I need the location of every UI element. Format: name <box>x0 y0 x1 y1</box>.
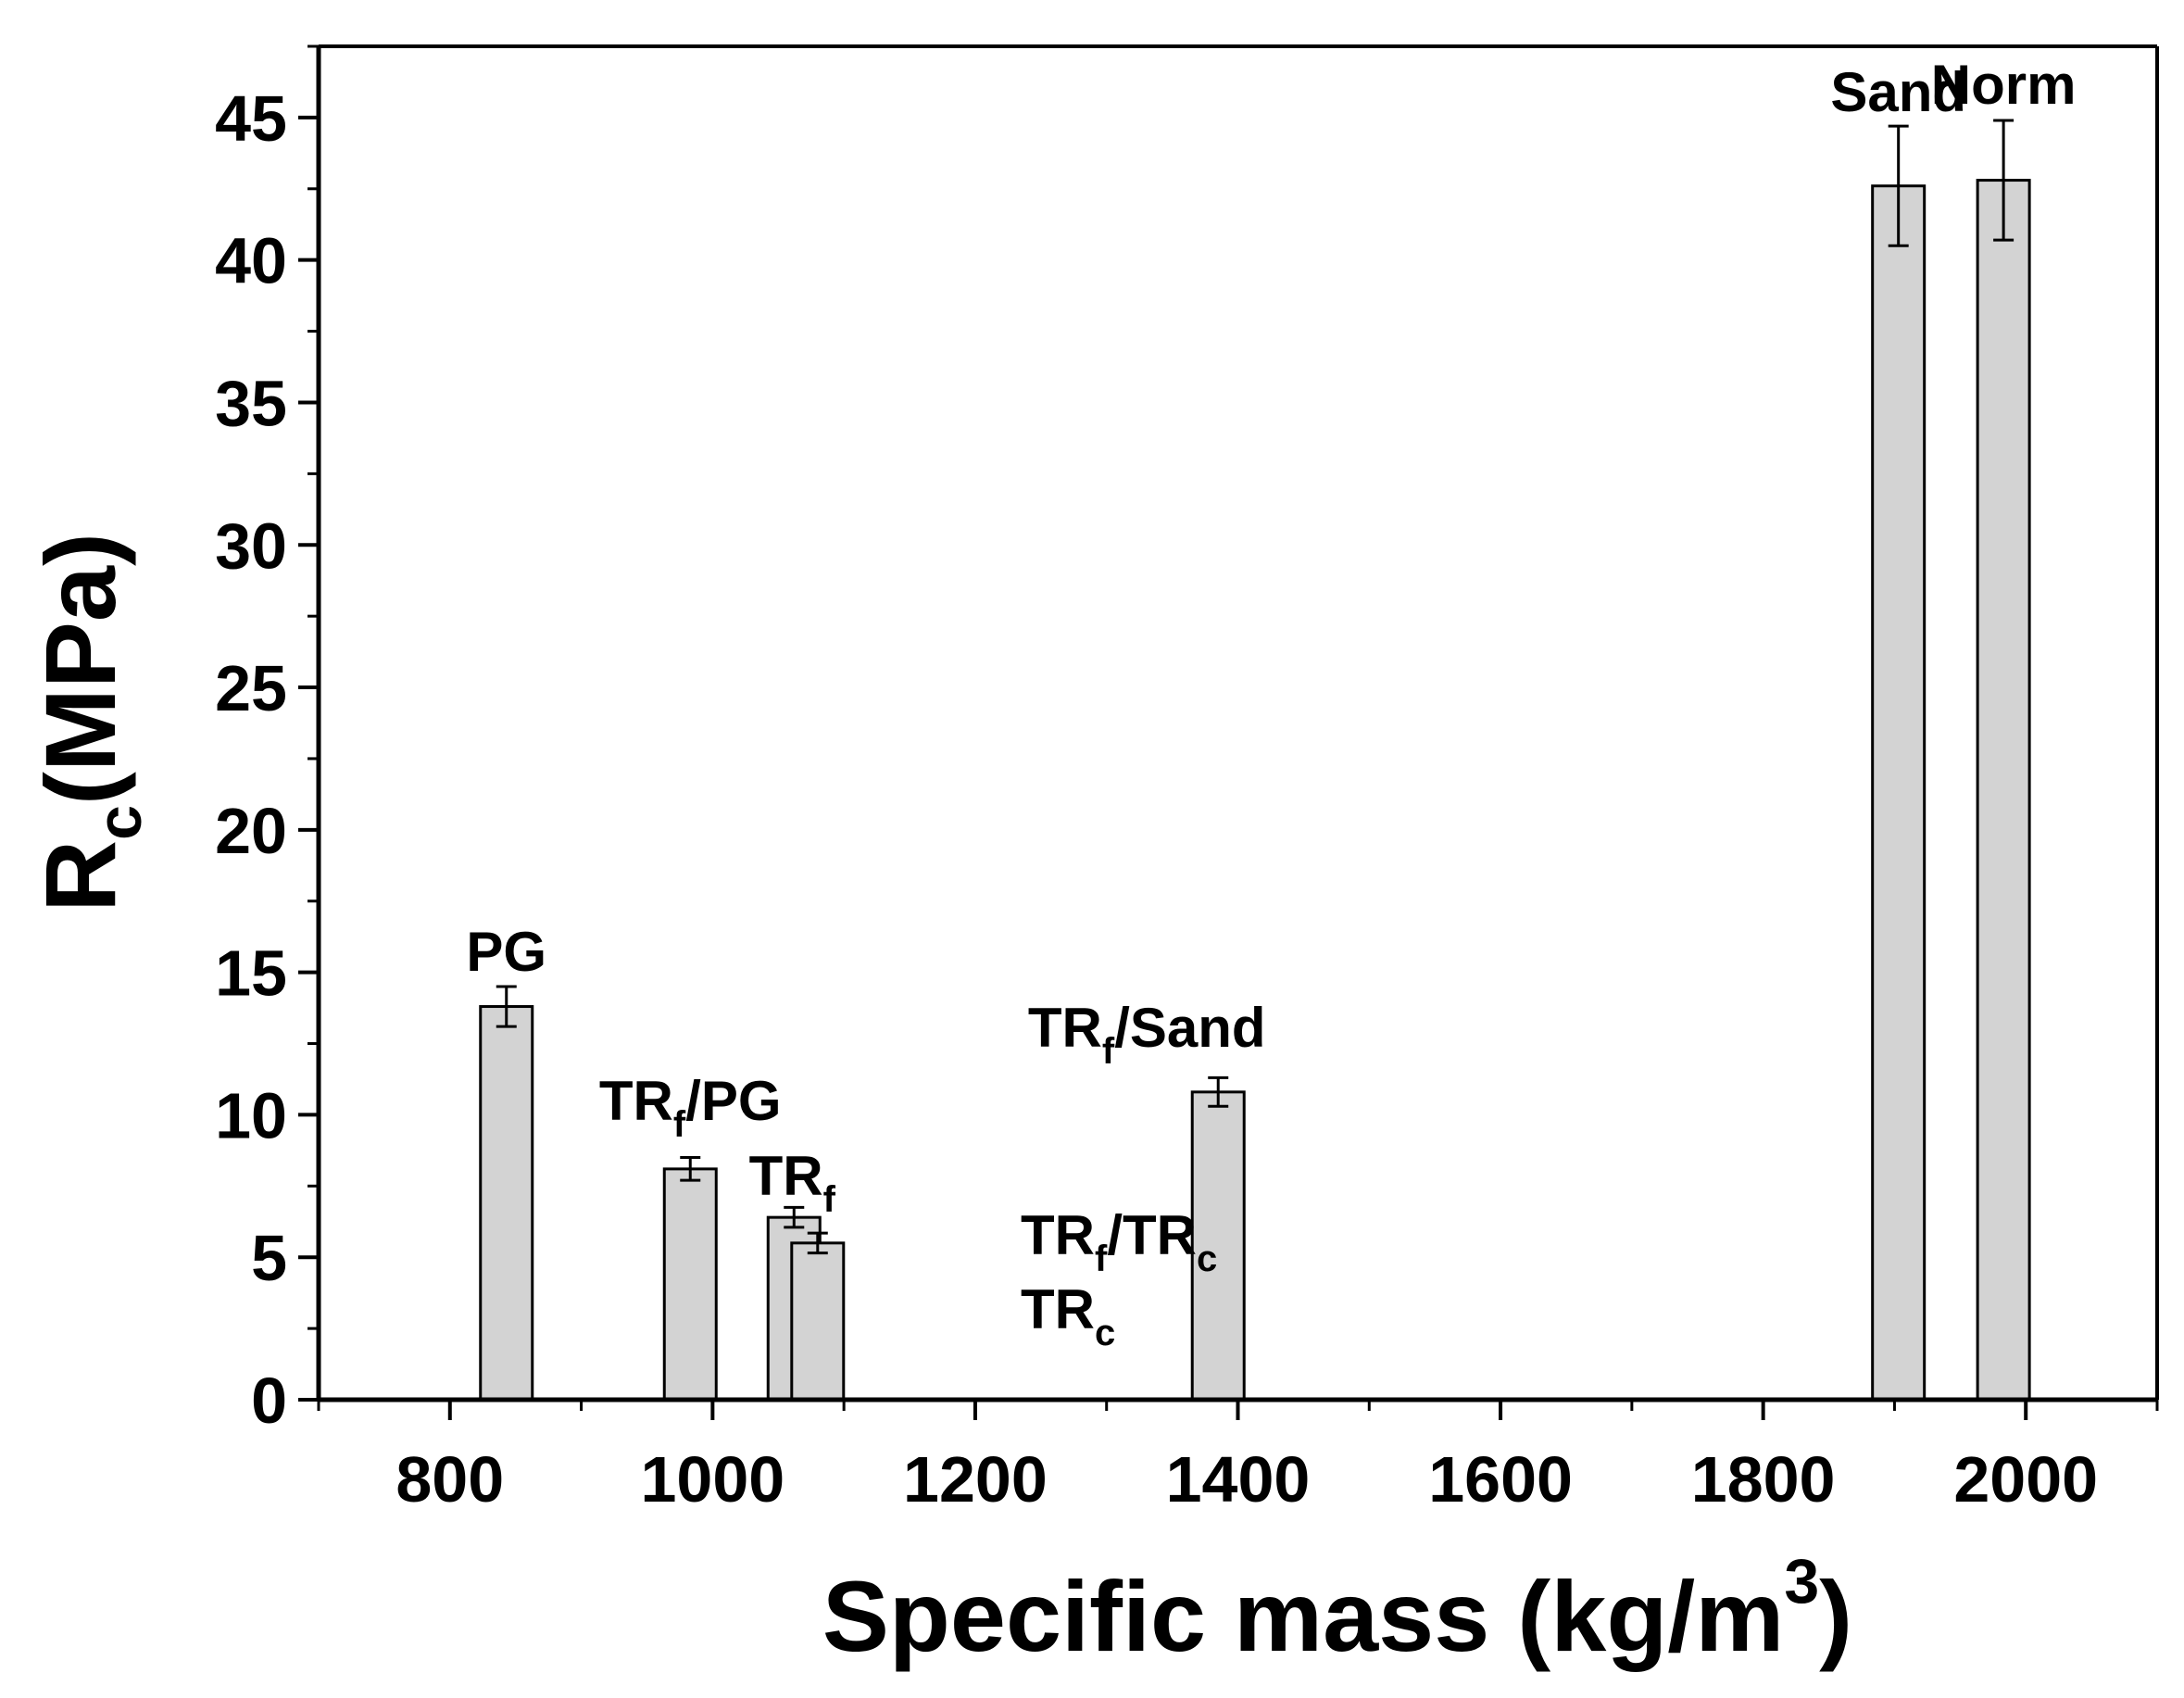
y-tick-label: 40 <box>215 225 287 297</box>
y-axis-title-text: R <box>24 840 136 912</box>
y-axis-title: Rc(MPa) <box>24 533 155 912</box>
y-tick-label: 0 <box>251 1365 287 1437</box>
bar-label-subscript: c <box>1197 1239 1217 1279</box>
bar-label-text: TR <box>1021 1204 1095 1266</box>
bar <box>1976 179 2031 1402</box>
bar-label: Sand <box>1830 61 1966 123</box>
x-axis-title-text: Specific mass (kg/m <box>822 1560 1784 1672</box>
bar-label-text: PG <box>466 921 546 983</box>
bar-label: TRf/Sand <box>1028 997 1266 1072</box>
bar-label-subscript: f <box>673 1104 686 1145</box>
y-tick-label: 45 <box>215 82 287 155</box>
x-tick-label: 800 <box>395 1443 504 1516</box>
error-bar <box>1993 119 2015 242</box>
x-tick-label: 1200 <box>903 1443 1048 1516</box>
y-tick-label: 35 <box>215 367 287 439</box>
bar <box>479 1005 534 1402</box>
bar-label-text: /Sand <box>1114 997 1265 1059</box>
x-tick-label: 1800 <box>1691 1443 1836 1516</box>
bar-label-text: Norm <box>1931 54 2077 116</box>
x-axis-title: Specific mass (kg/m3) <box>822 1546 1852 1672</box>
error-bar <box>680 1156 701 1182</box>
y-tick-label: 25 <box>215 652 287 724</box>
bar <box>1190 1090 1246 1402</box>
error-bar <box>1208 1075 1229 1108</box>
bar-label: TRc <box>1021 1278 1115 1353</box>
bar-label-text: /TR <box>1107 1204 1197 1266</box>
y-tick-label: 30 <box>215 509 287 582</box>
bar <box>790 1241 846 1402</box>
bar-label-text: TR <box>749 1145 823 1207</box>
error-bar <box>1888 124 1909 247</box>
x-tick-label: 2000 <box>1953 1443 2098 1516</box>
y-axis-title-unit: (MPa) <box>24 533 136 805</box>
error-bar <box>496 985 517 1028</box>
bar-label-text: TR <box>1021 1278 1095 1340</box>
error-bar <box>807 1231 828 1255</box>
bar-label-subscript: f <box>1102 1031 1115 1072</box>
bar <box>1871 184 1927 1402</box>
bar-label-text: /PG <box>685 1070 781 1132</box>
x-tick-label: 1400 <box>1166 1443 1311 1516</box>
x-tick-label: 1000 <box>640 1443 784 1516</box>
y-tick-label: 15 <box>215 937 287 1010</box>
bar-label-text: Sand <box>1830 61 1966 123</box>
bar-label-text: TR <box>1028 997 1102 1059</box>
bar-label-subscript: c <box>1095 1313 1115 1353</box>
bar-label-subscript: f <box>823 1179 836 1220</box>
bar-label: Norm <box>1931 54 2077 116</box>
x-axis-title-close: ) <box>1819 1560 1852 1672</box>
axes-layer: 0 5 10 15 20 25 30 35 40 45 800 1000 1200 1400 1600 180… <box>215 44 2159 1516</box>
y-tick-label: 5 <box>251 1222 287 1294</box>
bar-label-subscript: f <box>1095 1239 1108 1279</box>
y-tick-label: 10 <box>215 1079 287 1151</box>
bar-label: TRf/TRc <box>1021 1204 1217 1279</box>
bar <box>662 1167 718 1402</box>
y-tick-label: 20 <box>215 795 287 867</box>
x-axis-title-superscript: 3 <box>1784 1546 1819 1616</box>
x-tick-label: 1600 <box>1428 1443 1573 1516</box>
bar-label: TRf/PG <box>599 1070 782 1145</box>
error-bars-layer <box>496 119 2015 1255</box>
y-axis-title-subscript: c <box>84 805 155 840</box>
bar-label: TRf <box>749 1145 836 1220</box>
axis-titles-layer: Specific mass (kg/m3)Rc(MPa) <box>24 533 1852 1672</box>
bar-label-text: TR <box>599 1070 673 1132</box>
bars-layer <box>479 179 2031 1402</box>
bar-label: PG <box>466 921 546 983</box>
error-bar <box>784 1205 805 1229</box>
